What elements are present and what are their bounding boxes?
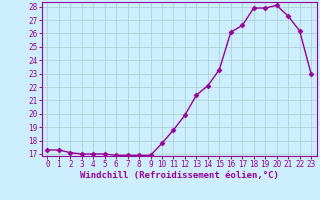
X-axis label: Windchill (Refroidissement éolien,°C): Windchill (Refroidissement éolien,°C) bbox=[80, 171, 279, 180]
